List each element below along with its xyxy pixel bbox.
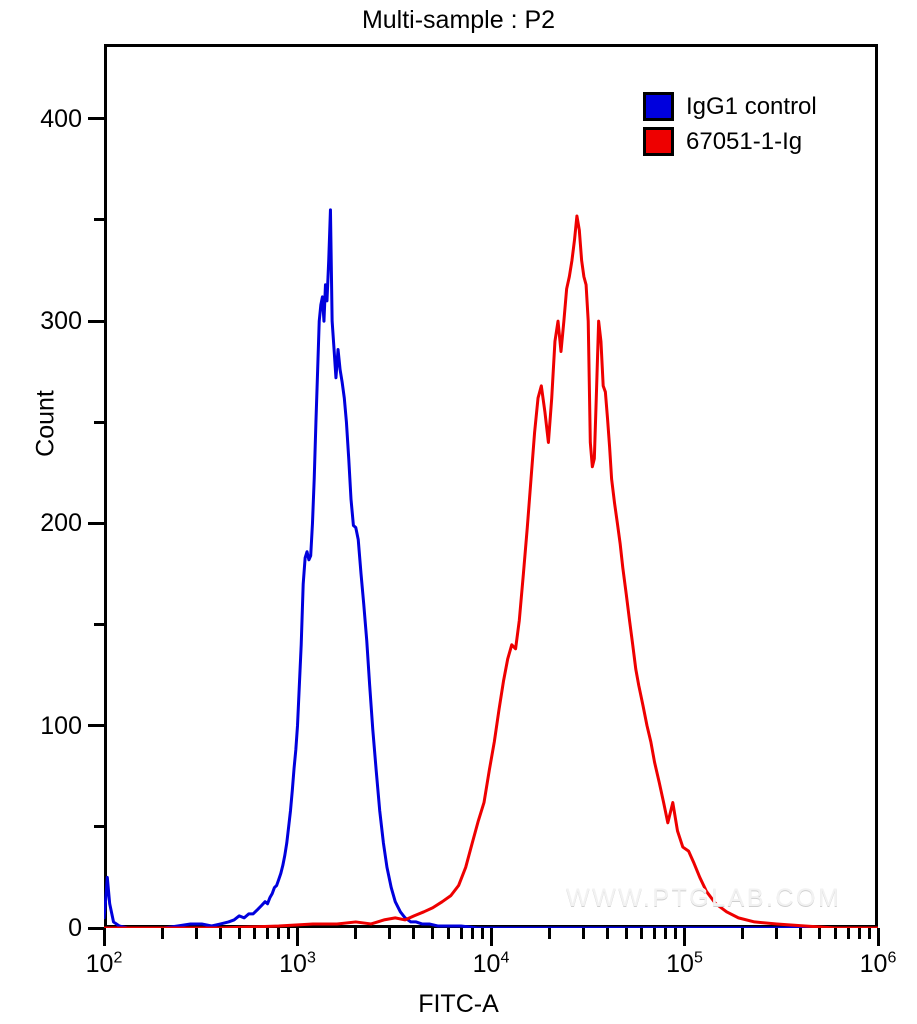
axis-tick — [876, 928, 880, 946]
axis-tick — [94, 623, 104, 627]
x-tick-label: 104 — [472, 949, 510, 978]
histogram-canvas — [104, 208, 878, 928]
legend: IgG1 control 67051-1-Ig — [643, 92, 817, 156]
axis-tick — [470, 928, 474, 939]
axis-tick — [160, 928, 164, 939]
axis-tick — [296, 928, 299, 946]
axis-tick — [624, 928, 628, 939]
axis-tick — [94, 825, 104, 829]
axis-tick — [489, 928, 493, 946]
y-tick-label: 200 — [40, 509, 82, 538]
x-tick-label: 103 — [279, 949, 316, 978]
axis-tick — [412, 928, 416, 939]
axis-tick — [88, 319, 104, 323]
x-tick-label: 105 — [666, 949, 703, 978]
legend-swatch-67051-1-ig — [643, 127, 674, 156]
axis-tick — [640, 928, 644, 939]
axis-tick — [581, 928, 585, 939]
axis-tick — [388, 928, 392, 939]
plot-frame — [104, 44, 878, 928]
axis-tick — [102, 928, 106, 946]
axis-tick — [88, 521, 104, 525]
legend-item-67051-1-ig: 67051-1-Ig — [643, 127, 817, 156]
axis-tick — [867, 928, 871, 939]
axis-tick — [799, 928, 803, 939]
plot-area: WWW.PTGLAB.COM IgG1 control 67051-1-Ig — [104, 44, 878, 928]
axis-tick — [194, 928, 198, 939]
y-tick-label: 100 — [40, 711, 82, 740]
axis-tick — [818, 928, 822, 939]
axis-tick — [605, 928, 609, 939]
axis-tick — [354, 928, 358, 939]
y-axis-title: Count — [31, 390, 60, 457]
y-tick-label: 0 — [68, 914, 82, 942]
axis-tick — [741, 928, 745, 939]
histogram-trace-igg1-control — [104, 208, 878, 928]
page-title: Multi-sample : P2 — [361, 6, 556, 34]
axis-tick — [431, 928, 435, 939]
axis-tick — [833, 928, 837, 939]
axis-tick — [683, 928, 686, 946]
axis-tick — [857, 928, 861, 939]
x-tick-label: 102 — [85, 949, 123, 978]
axis-tick — [94, 218, 104, 222]
axis-tick — [88, 926, 104, 930]
axis-tick — [775, 928, 779, 939]
axis-tick — [266, 928, 270, 939]
axis-tick — [88, 724, 104, 728]
axis-tick — [237, 928, 241, 939]
axis-tick — [653, 928, 657, 939]
axis-tick — [287, 928, 291, 939]
histogram-trace-67051-1-ig — [104, 214, 878, 928]
axis-tick — [446, 928, 450, 939]
y-tick-label: 400 — [40, 104, 82, 133]
legend-label-igg1-control: IgG1 control — [686, 92, 817, 120]
axis-tick — [480, 928, 484, 939]
x-axis-tick-labels: 102 103 104 105 106 — [86, 940, 897, 986]
axis-tick — [674, 928, 678, 939]
axis-tick — [253, 928, 257, 939]
legend-swatch-igg1-control — [643, 92, 674, 121]
axis-tick — [88, 117, 104, 121]
axis-tick — [547, 928, 551, 939]
axis-tick — [94, 420, 104, 424]
axis-tick — [846, 928, 850, 939]
x-axis-title: FITC-A — [418, 990, 499, 1018]
x-tick-label: 106 — [859, 949, 897, 978]
axis-tick — [218, 928, 222, 939]
axis-tick — [277, 928, 281, 939]
legend-item-igg1-control: IgG1 control — [643, 92, 817, 121]
legend-label-67051-1-ig: 67051-1-Ig — [686, 127, 803, 155]
axis-tick — [664, 928, 668, 939]
y-tick-label: 300 — [40, 307, 82, 336]
axis-tick — [459, 928, 463, 939]
y-axis-tick-labels: 0 100 200 300 400 — [20, 44, 82, 942]
